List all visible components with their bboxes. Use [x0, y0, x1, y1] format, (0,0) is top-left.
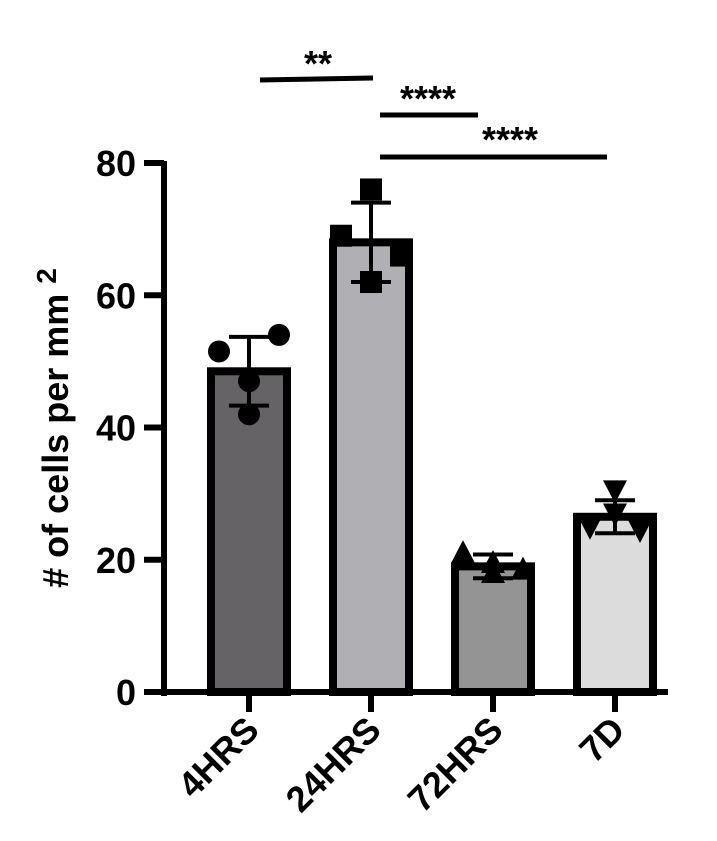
data-point: [511, 556, 535, 580]
data-point: [603, 503, 627, 527]
data-point: [360, 178, 382, 201]
data-point: [390, 244, 412, 267]
x-tick-label-72hrs: 72HRS: [400, 709, 511, 820]
data-point: [481, 550, 505, 574]
y-axis-title-superscript: 2: [31, 268, 62, 284]
data-point: [238, 403, 260, 426]
y-axis-title: # of cells per mm 2: [31, 268, 76, 588]
data-point: [268, 323, 290, 346]
x-tick-label-7d: 7D: [571, 709, 633, 771]
data-point: [360, 271, 382, 294]
data-point: [238, 370, 260, 393]
bar-7d: [573, 512, 657, 696]
x-tick-label-4hrs: 4HRS: [170, 709, 267, 806]
plot-area: 0 20 40 60 80 4HRS 24HRS 72HRS 7D # of cells per …: [31, 43, 668, 820]
y-tick-label: 20: [96, 540, 136, 581]
data-point: [208, 340, 230, 363]
data-point: [330, 224, 352, 247]
data-point: [451, 540, 475, 564]
significance-label: ****: [400, 78, 456, 119]
data-point: [603, 480, 627, 504]
significance-label: **: [304, 43, 332, 84]
y-tick-label: 80: [96, 143, 136, 184]
y-tick-label: 60: [96, 275, 136, 316]
data-point: [578, 516, 602, 540]
bar-24hrs: [329, 238, 413, 696]
significance-line: [259, 75, 374, 83]
y-tick-label: 40: [96, 408, 136, 449]
significance-label: ****: [482, 119, 538, 160]
y-tick-label: 0: [116, 672, 136, 713]
bar-72hrs: [451, 562, 535, 696]
data-point: [628, 519, 652, 543]
x-tick-label-24hrs: 24HRS: [278, 709, 389, 820]
